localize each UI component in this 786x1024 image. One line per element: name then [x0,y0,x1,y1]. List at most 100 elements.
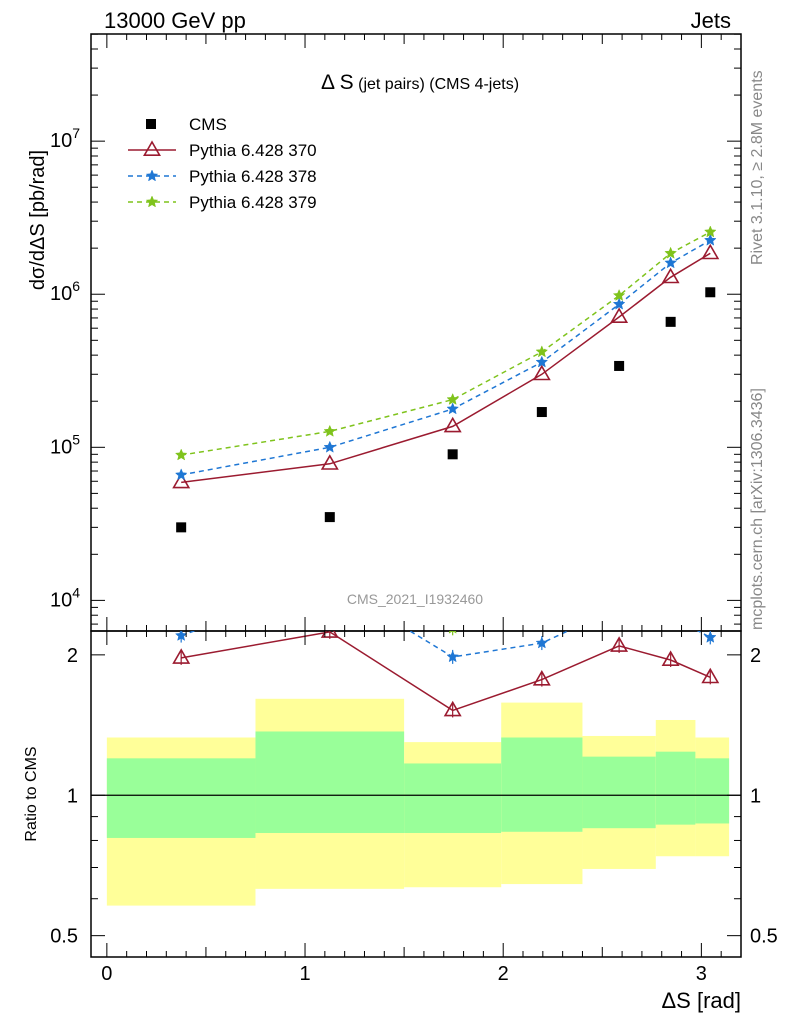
y-tick-label-exp: 4 [72,584,80,600]
series-1-ratio-point [443,700,462,717]
series-1-ratio-point [701,667,720,684]
series-2-point [703,233,717,246]
legend-label-series-3: Pythia 6.428 379 [189,193,317,212]
y-tick-label-base: 10 [50,283,72,305]
series-3-ratio-point [665,581,677,592]
ratio-tick-label-right: 1 [750,785,761,807]
y-tick-label: 106 [50,278,80,305]
plot-title-main: Δ S [321,71,354,94]
y-tick-label-exp: 5 [72,431,80,447]
legend-label-series-2: Pythia 6.428 378 [189,167,317,186]
cms-data-point [536,407,547,418]
ratio-clip-group [91,528,741,906]
series-2-ratio-point [613,601,624,612]
cms-data-point [447,449,458,460]
series-1-line [181,252,711,484]
y-tick-label: 104 [50,584,80,611]
series-3-point [446,392,460,405]
series-1-point [320,454,339,470]
series-3-ratio-point [613,575,624,586]
cms-data-point [614,360,625,371]
ratio-band-green [695,758,730,824]
series-1-point [443,416,462,433]
plot-title: Δ S (jet pairs) (CMS 4-jets) [321,71,519,94]
legend-label-series-1: Pythia 6.428 370 [189,141,317,160]
mcplots-label: mcplots.cern.ch [arXiv:1306.3436] [749,388,766,630]
series-2-point [323,440,337,453]
series-1-ratio-point [172,648,191,664]
y-tick-label: 105 [50,431,80,458]
series-3-point [703,225,717,238]
series-1-point [172,472,191,489]
ratio-tick-label-left: 0.5 [50,926,78,948]
ratio-band-green [501,737,583,832]
plot-title-sub: (jet pairs) (CMS 4-jets) [358,76,519,93]
legend-marker-series-3 [145,195,159,208]
series-3-ratio-point [536,606,547,617]
series-2-ratio-point [665,610,677,621]
series-2-point [664,256,678,269]
series-1-point [661,267,680,284]
ratio-tick-label-right: 0.5 [750,926,778,948]
legend-label-cms: CMS [189,115,227,134]
series-1-point [532,364,551,381]
y-tick-label-base: 10 [50,436,72,458]
y-tick-label-exp: 6 [72,278,80,294]
series-2-ratio-point [174,631,188,641]
cms-data-point [705,287,716,298]
ratio-band-green [582,756,656,829]
y-axis-label: dσ/dΔS [pb/rad] [27,150,49,290]
x-axis-label: ΔS [rad] [661,988,741,1013]
legend-marker-cms [146,119,156,129]
ratio-tick-label-right: 2 [750,645,761,667]
series-3-point [535,345,549,358]
series-2-line [181,239,711,476]
series-3-line [181,231,711,456]
ratio-band-green [106,758,256,838]
series-3-ratio-point [705,605,716,616]
y-tick-label-base: 10 [50,130,72,152]
series-1-point [701,243,720,260]
series-3-point [174,448,188,461]
series-1-ratio-point [320,631,339,638]
series-1-ratio-point [610,636,629,652]
y-tick-label: 107 [50,125,80,152]
header-left: 13000 GeV pp [104,8,246,33]
cms-data-point [176,522,187,533]
legend-marker-series-2 [145,169,159,182]
y-tick-label-exp: 7 [72,125,80,141]
x-tick-label: 1 [299,963,310,985]
rivet-label: Rivet 3.1.10, ≥ 2.8M events [749,70,766,265]
series-3-ratio-point [176,569,187,580]
x-tick-label: 2 [498,963,509,985]
series-1-ratio-point [532,669,551,686]
cms-data-point [665,316,676,327]
series-2-point [535,355,549,368]
ratio-band-green [255,731,405,834]
series-3-ratio-point [324,528,335,539]
ratio-plot-frame [90,630,742,958]
y-tick-label-base: 10 [50,589,72,611]
series-3-point [323,424,337,437]
series-1-ratio-line [181,631,711,712]
series-3-point [664,246,678,259]
series-2-ratio-point [535,636,549,649]
header-right: Jets [691,8,731,33]
legend-marker-series-1 [143,140,161,156]
analysis-watermark: CMS_2021_I1932460 [347,591,483,607]
ratio-tick-label-left: 2 [67,645,78,667]
series-2-ratio-point [324,576,335,587]
series-3-point [612,288,626,301]
ratio-y-axis-label: Ratio to CMS [23,746,40,841]
series-2-point [446,402,460,415]
series-1-ratio-point [661,650,680,667]
legend: CMS Pythia 6.428 370 Pythia 6.428 378 Pythi… [128,115,317,212]
series-2-ratio-point [446,650,460,663]
series-2-point [612,297,626,310]
ratio-plot-layer [91,528,741,906]
series-2-ratio-point [703,631,717,643]
series-3-ratio-line [181,534,710,628]
series-1-point [610,307,629,324]
main-plot-layer [172,225,720,533]
